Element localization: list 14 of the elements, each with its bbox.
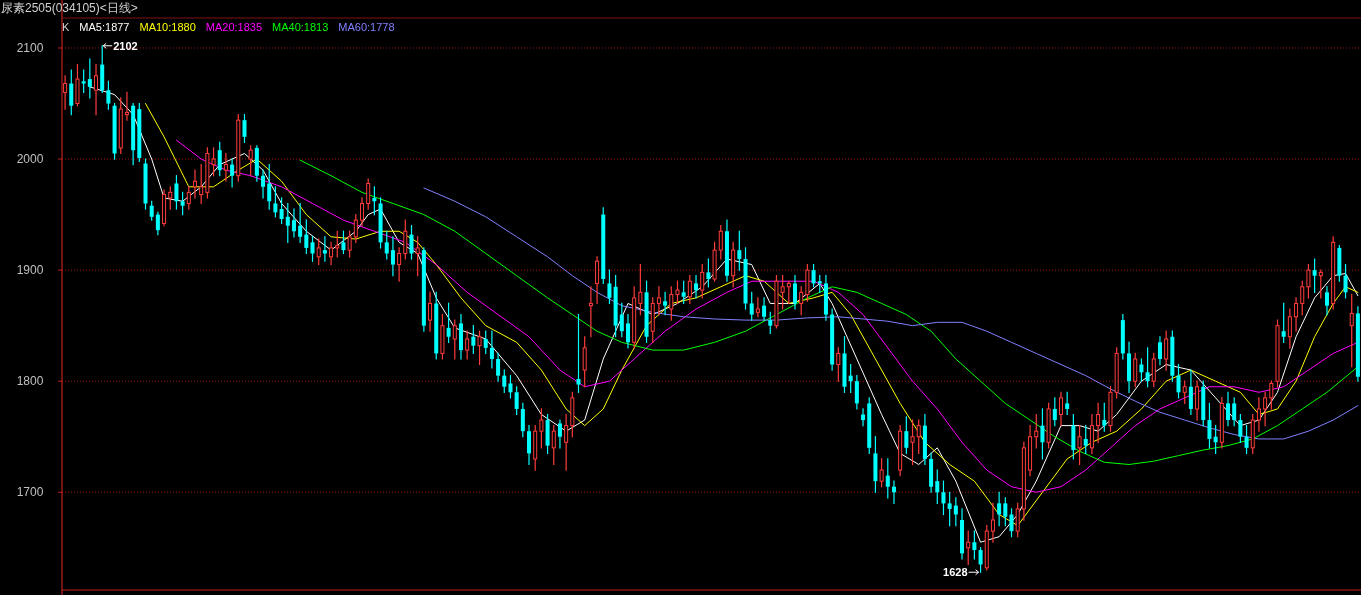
y-tick-label: 1900: [16, 263, 44, 278]
annotation: 1628: [943, 566, 980, 579]
line-series: [175, 139, 1359, 493]
line-series: [299, 159, 1359, 465]
y-tick-label: 2000: [16, 152, 44, 167]
annotation: 2102: [113, 39, 138, 52]
annotation: 1628: [943, 566, 968, 579]
chart-title: 尿素2505(034105)<日线>: [1, 1, 138, 15]
annotation: 2102: [102, 39, 138, 52]
legend: K MA5:1877 MA10:1880 MA20:1835 MA40:1813 MA60:1778: [62, 21, 395, 33]
y-tick-label: 1700: [16, 485, 44, 500]
y-tick-label: 1800: [16, 374, 44, 389]
line-series: [423, 187, 1359, 440]
y-tick-label: 2100: [16, 40, 44, 55]
